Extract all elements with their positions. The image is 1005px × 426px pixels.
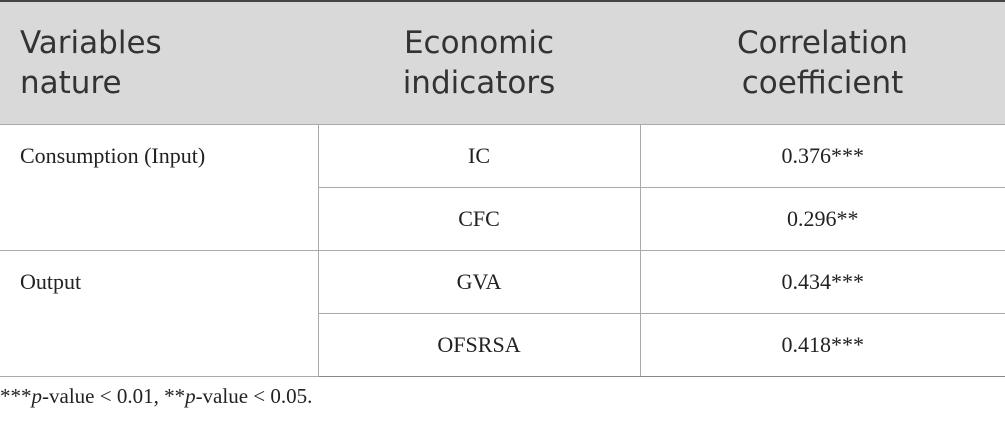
footnote-part: p: [31, 384, 43, 408]
header-cell: Economic indicators: [318, 0, 640, 125]
indicator-cell: OFSRSA: [317, 313, 641, 377]
data-table: Variables nature Economic indicators Cor…: [0, 0, 1005, 377]
header-text: Variables nature: [20, 25, 162, 101]
coefficient-cell: 0.376***: [639, 124, 1005, 188]
table-row: OFSRSA 0.418***: [0, 313, 1005, 377]
header-text: Correlation coefficient: [737, 25, 908, 101]
table-row: CFC 0.296**: [0, 187, 1005, 251]
header-cell: Variables nature: [0, 0, 318, 125]
footnote-part: ***: [0, 384, 32, 408]
footnote-part: p: [185, 384, 196, 408]
group-cell: Output: [0, 250, 319, 377]
table-row: Output GVA 0.434***: [0, 250, 1005, 377]
footnote-part: -value < 0.05.: [195, 384, 313, 408]
table-row: Consumption (Input) IC 0.376***: [0, 124, 1005, 251]
header-cell: Correlation coefficient: [640, 0, 1005, 125]
table-body: Consumption (Input) IC 0.376*** CFC 0.296** O…: [0, 124, 1005, 377]
indicator-cell: CFC: [317, 187, 641, 251]
header-text: Economic indicators: [402, 25, 556, 101]
coefficient-cell: 0.418***: [639, 313, 1005, 377]
header-row: Variables nature Economic indicators Cor…: [0, 0, 1005, 125]
coefficient-cell: 0.296**: [639, 187, 1005, 251]
indicator-cell: IC: [317, 124, 641, 188]
footnote: ***p-value < 0.01, **p-value < 0.05.: [0, 384, 312, 409]
footnote-part: -value < 0.01, **: [42, 384, 186, 408]
coefficient-cell: 0.434***: [639, 250, 1005, 314]
indicator-cell: GVA: [317, 250, 641, 314]
group-cell: Consumption (Input): [0, 124, 319, 251]
